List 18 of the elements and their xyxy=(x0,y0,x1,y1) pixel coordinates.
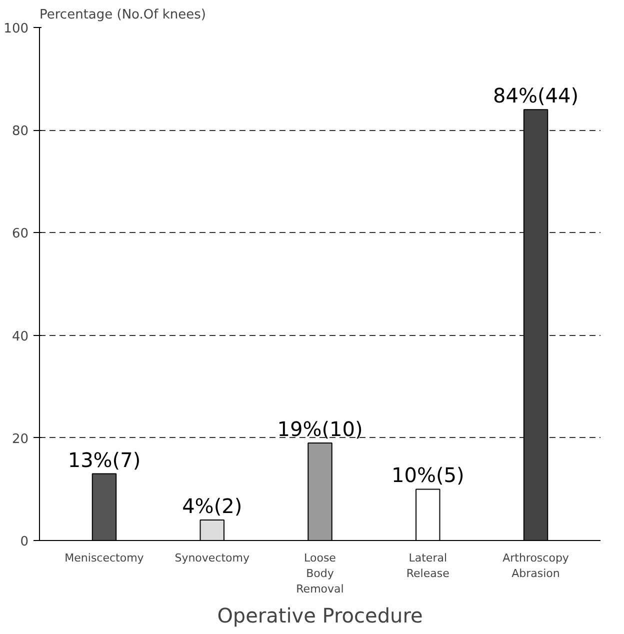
y-tick-label: 40 xyxy=(12,329,29,344)
x-axis-title: Operative Procedure xyxy=(217,604,423,628)
y-tick-label: 20 xyxy=(12,432,29,447)
data-label: 13%(7) xyxy=(68,448,141,472)
y-tick-label: 60 xyxy=(12,226,29,242)
y-axis-title: Percentage (No.Of knees) xyxy=(40,8,206,22)
x-tick-label: Lateral Release xyxy=(406,552,450,580)
data-label: 84%(44) xyxy=(493,84,579,108)
data-label: 4%(2) xyxy=(182,494,242,518)
y-tick-label: 100 xyxy=(4,22,29,36)
y-tick-label: 80 xyxy=(12,124,29,140)
x-tick-label: Arthroscopy Abrasion xyxy=(502,552,570,580)
data-label: 19%(10) xyxy=(277,417,363,442)
x-tick-label: Synovectomy xyxy=(174,552,250,564)
x-tick-label: Meniscectomy xyxy=(64,552,144,564)
data-label: 10%(5) xyxy=(391,463,464,488)
x-tick-label: Loose Body Removal xyxy=(296,552,344,596)
y-tick-label: 0 xyxy=(20,534,29,550)
